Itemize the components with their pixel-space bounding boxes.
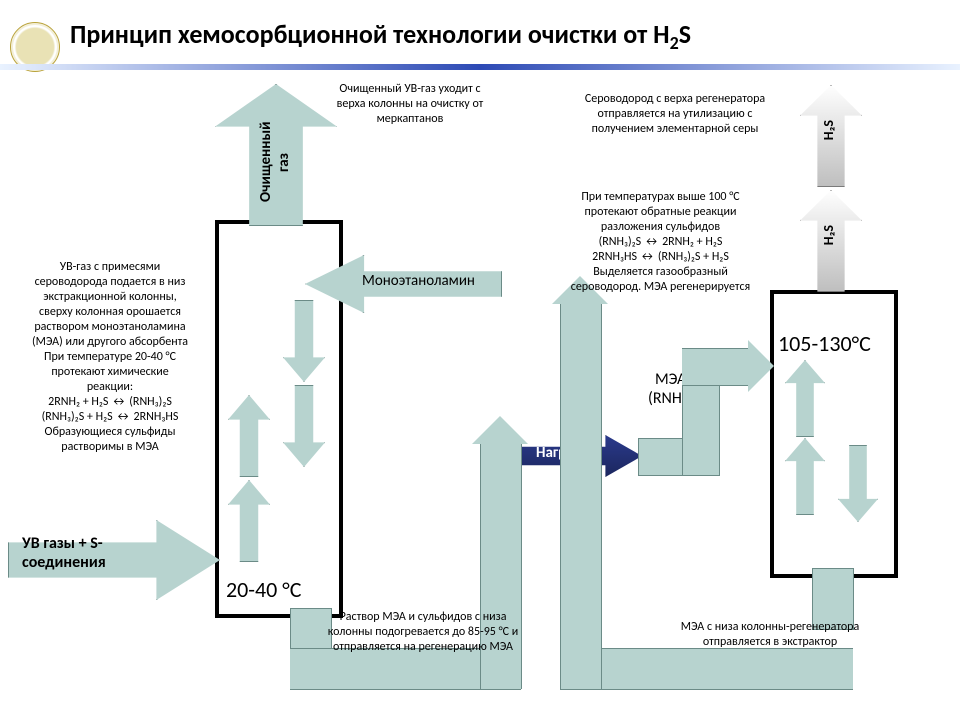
mea-in-label: Моноэтаноламин [362, 272, 475, 290]
page-title: Принцип хемосорбционной технологии очист… [70, 18, 691, 54]
pipe-to-col2-h2 [682, 348, 753, 386]
txt-top-right: Сероводород с верха регенератора отправл… [560, 92, 790, 137]
pipe-return-v2 [560, 300, 602, 689]
pipe-to-col2-head [748, 340, 774, 392]
pipe-return-h [560, 648, 853, 690]
h2s-label-lower: H₂S [820, 225, 837, 245]
h2s-label-upper: H₂S [820, 120, 837, 140]
txt-left: УВ-газ с примесями сероводорода подается… [10, 260, 210, 455]
txt-top-center: Очищенный УВ-газ уходит с верха колонны … [300, 82, 520, 127]
feed-label: УВ газы + S- соединения [22, 534, 106, 572]
pipe-up-head [472, 416, 528, 444]
title-sub: 2 [670, 32, 679, 54]
title-divider [0, 64, 960, 70]
cleaned-gas-label: Очищенный газ [257, 112, 297, 212]
txt-mid-right: При температурах выше 100 °С протекают о… [548, 190, 773, 295]
extractor-temp: 20-40 °C [226, 576, 302, 603]
txt-bottom-right: МЭА с низа колонны-регенератора отправля… [655, 620, 885, 650]
title-text-b: S [679, 18, 691, 50]
regenerator-temp: 105-130°C [778, 330, 871, 357]
txt-bottom-mid: Раствор МЭА и сульфидов с низа колонны п… [308, 610, 538, 655]
title-text-a: Принцип хемосорбционной технологии очист… [70, 18, 670, 50]
diagram-stage: Принцип хемосорбционной технологии очист… [0, 0, 960, 720]
